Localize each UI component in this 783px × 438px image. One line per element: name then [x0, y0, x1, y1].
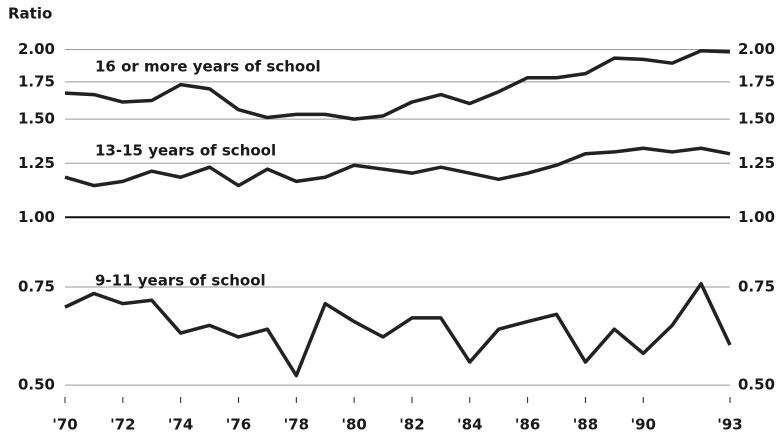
- x-tick-label: '74: [168, 416, 193, 434]
- series-label: 16 or more years of school: [95, 58, 321, 76]
- y-tick-label-right: 1.25: [738, 154, 775, 172]
- y-tick-label: 0.50: [18, 376, 55, 394]
- x-tick-label: '88: [573, 416, 598, 434]
- x-tick-label: '70: [52, 416, 77, 434]
- series-label: 13-15 years of school: [95, 142, 276, 160]
- y-tick-label-right: 2.00: [738, 40, 775, 58]
- y-tick-label-right: 0.50: [738, 376, 775, 394]
- x-tick-label: '78: [284, 416, 309, 434]
- x-tick-label: '72: [110, 416, 135, 434]
- y-tick-label-right: 0.75: [738, 277, 775, 295]
- y-tick-label: 0.75: [18, 277, 55, 295]
- series-label: 9-11 years of school: [95, 272, 266, 290]
- series-line: [64, 281, 732, 378]
- series-line: [64, 48, 731, 121]
- x-tick-label: '84: [457, 416, 482, 434]
- y-tick-label: 1.50: [18, 110, 55, 128]
- y-tick-label: 1.00: [18, 208, 55, 226]
- y-tick-label-right: 1.50: [738, 110, 775, 128]
- x-tick-label: '93: [717, 416, 742, 434]
- y-tick-label: 1.25: [18, 154, 55, 172]
- y-tick-label: 1.75: [18, 72, 55, 90]
- y-tick-label-right: 1.75: [738, 72, 775, 90]
- y-tick-label-right: 1.00: [738, 208, 775, 226]
- x-tick-label: '82: [399, 416, 424, 434]
- x-tick-label: '90: [631, 416, 656, 434]
- x-tick-label: '86: [515, 416, 540, 434]
- x-tick-label: '80: [341, 416, 366, 434]
- x-tick-label: '76: [226, 416, 251, 434]
- series-line: [64, 146, 731, 188]
- y-axis-label: Ratio: [8, 5, 52, 23]
- y-tick-label: 2.00: [18, 40, 55, 58]
